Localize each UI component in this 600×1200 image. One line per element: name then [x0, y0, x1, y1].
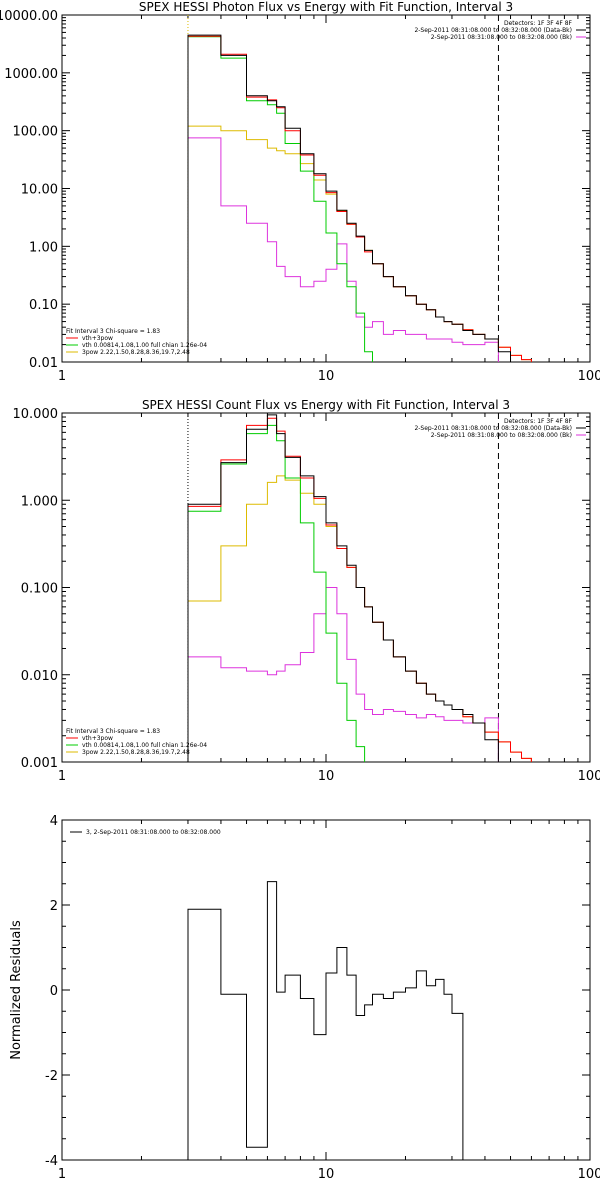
- series-bk: [187, 587, 499, 762]
- y-tick-label: 4: [50, 814, 58, 829]
- chart-panel-2: SPEX HESSI Count Flux vs Energy with Fit…: [13, 398, 600, 784]
- legend-top-entry: 2-Sep-2011 08:31:08.000 to 08:32:08.000 …: [414, 425, 572, 432]
- series-3pow: [187, 125, 532, 362]
- legend-top-entry: 2-Sep-2011 08:31:08.000 to 08:32:08.000 …: [414, 27, 572, 34]
- y-tick-label: 1000.00: [4, 67, 58, 82]
- legend-bottom-entry: vth 0.00814,1.08,1.00 full chian 1.26e-0…: [82, 342, 207, 349]
- y-tick-label: 100.00: [13, 125, 59, 140]
- y-tick-label: 0: [50, 984, 58, 999]
- y-tick-label: 10000.00: [0, 9, 58, 24]
- x-tick-label: 1: [58, 369, 66, 384]
- chart-title: SPEX HESSI Photon Flux vs Energy with Fi…: [139, 0, 513, 14]
- y-tick-label: 0.01: [29, 356, 58, 371]
- legend-bottom-entry: 3pow 2.22,1.50,8.28,8.36,19.7,2.48: [82, 749, 190, 756]
- x-tick-label: 1: [58, 769, 66, 784]
- y-tick-label: -4: [45, 1154, 58, 1169]
- series-vth: [187, 424, 366, 762]
- series-vth-3pow: [187, 35, 532, 362]
- y-tick-label: 2: [50, 899, 58, 914]
- chart-title: SPEX HESSI Count Flux vs Energy with Fit…: [142, 398, 510, 412]
- y-tick-label: 1.000: [21, 494, 58, 509]
- series-3pow: [187, 475, 532, 762]
- legend-top-entry: 2-Sep-2011 08:31:08.000 to 08:32:08.000 …: [431, 432, 572, 439]
- legend-bottom-entry: Fit Interval 3 Chi-square = 1.83: [66, 328, 160, 335]
- legend-bottom-entry: vth+3pow: [82, 335, 113, 342]
- x-tick-label: 10: [318, 369, 335, 384]
- x-tick-label: 10: [318, 769, 335, 784]
- series-vth: [187, 36, 373, 362]
- legend-bottom-entry: 3pow 2.22,1.50,8.28,8.36,19.7,2.48: [82, 349, 190, 356]
- y-tick-label: 1.00: [29, 240, 58, 255]
- x-tick-label: 1: [58, 1167, 66, 1182]
- legend-bottom-entry: vth+3pow: [82, 735, 113, 742]
- y-tick-label: 0.010: [21, 669, 58, 684]
- x-tick-label: 10: [318, 1167, 335, 1182]
- chart-panel-3: 1 10 100 -4 -2 0 2 4 Normalized Residuals 3, 2-Se…: [9, 814, 600, 1182]
- residual-legend: 3, 2-Sep-2011 08:31:08.000 to 08:32:08.0…: [86, 829, 221, 836]
- y-tick-label: 0.001: [21, 756, 58, 771]
- legend-bottom-entry: vth 0.00814,1.08,1.00 full chian 1.26e-0…: [82, 742, 207, 749]
- legend-top-entry: 2-Sep-2011 08:31:08.000 to 08:32:08.000 …: [431, 34, 572, 41]
- y-tick-label: 0.10: [29, 298, 58, 313]
- y-tick-label: 0.100: [21, 582, 58, 597]
- x-tick-label: 100: [578, 369, 600, 384]
- series-data-bk: [187, 414, 499, 762]
- y-axis-label: Normalized Residuals: [9, 920, 24, 1060]
- x-tick-label: 100: [578, 1167, 600, 1182]
- y-tick-label: 10.000: [13, 407, 59, 422]
- legend-bottom-entry: Fit Interval 3 Chi-square = 1.83: [66, 728, 160, 735]
- legend-top-entry: Detectors: 1F 3F 4F 8F: [504, 418, 573, 425]
- y-tick-label: -2: [45, 1069, 58, 1084]
- series-3: [187, 881, 464, 1160]
- series-vth-3pow: [187, 417, 532, 762]
- y-tick-label: 10.00: [21, 183, 58, 198]
- series-bk: [187, 137, 499, 362]
- legend-top-entry: Detectors: 1F 3F 4F 8F: [504, 20, 573, 27]
- chart-panel-1: SPEX HESSI Photon Flux vs Energy with Fi…: [0, 0, 600, 384]
- series-data-bk: [187, 34, 511, 362]
- x-tick-label: 100: [578, 769, 600, 784]
